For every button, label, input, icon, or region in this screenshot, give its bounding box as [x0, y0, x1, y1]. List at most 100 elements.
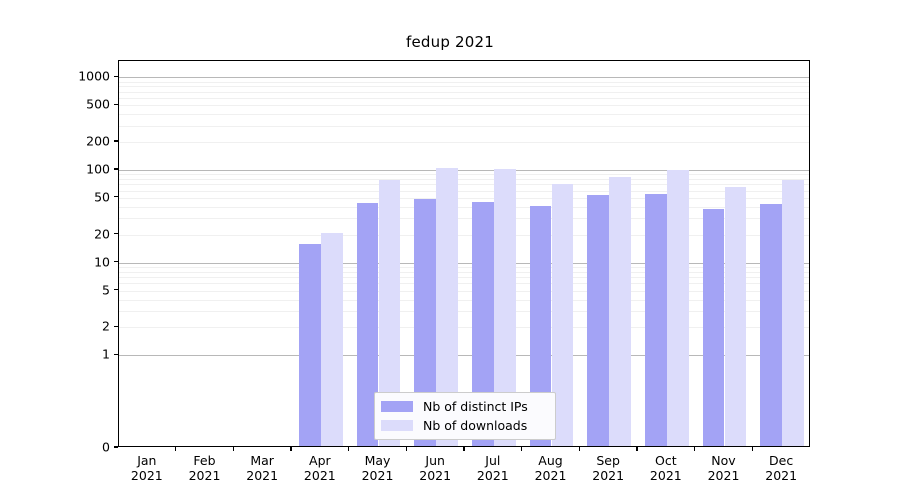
gridline-minor — [119, 125, 809, 127]
y-axis-tick-label: 1000 — [78, 68, 110, 84]
bar-downloads — [320, 232, 343, 446]
plot-area — [118, 60, 810, 447]
x-axis-tick-mark — [463, 447, 465, 451]
x-axis-tick-label: Aug 2021 — [534, 453, 567, 483]
chart-title: fedup 2021 — [405, 33, 494, 51]
legend-label-downloads: Nb of downloads — [423, 418, 528, 433]
y-axis-tick-mark — [114, 75, 118, 77]
y-axis-tick-mark — [114, 140, 118, 142]
gridline-minor — [119, 142, 809, 144]
x-axis-tick-mark — [348, 447, 350, 451]
y-axis-tick-label: 50 — [94, 189, 110, 205]
x-axis-tick-mark — [694, 447, 696, 451]
legend-swatch-downloads — [381, 420, 413, 431]
y-axis-tick-mark — [114, 325, 118, 328]
x-axis-tick-label: Nov 2021 — [707, 453, 740, 483]
x-axis-tick-label: Jul 2021 — [476, 453, 509, 483]
bar-distinct-ips — [356, 202, 379, 446]
gridline-minor — [119, 81, 809, 83]
bar-distinct-ips — [414, 199, 437, 446]
y-axis-tick-label: 20 — [94, 226, 110, 242]
gridline-minor — [119, 218, 809, 220]
gridline-minor — [119, 114, 809, 116]
y-axis-tick-labels: 0 1 2 5 10 20 50 100 200 500 1000 — [60, 0, 110, 500]
y-axis-tick-label: 5 — [102, 282, 110, 298]
x-axis-tick-mark — [751, 447, 753, 451]
x-axis-tick-mark — [636, 447, 638, 451]
gridline-minor — [119, 283, 809, 285]
gridline-minor — [119, 327, 809, 329]
bar-distinct-ips — [587, 195, 610, 446]
gridline-minor — [119, 97, 809, 99]
bar-distinct-ips — [529, 205, 552, 446]
x-axis-tick-label: Apr 2021 — [303, 453, 336, 483]
bar-downloads — [436, 168, 459, 446]
gridline-minor — [119, 266, 809, 268]
y-axis-tick-mark — [114, 288, 118, 291]
legend-label-distinct-ips: Nb of distinct IPs — [423, 399, 528, 414]
y-axis-tick-mark — [114, 446, 118, 448]
gridline-minor — [119, 105, 809, 107]
gridline-minor — [119, 184, 809, 186]
gridline-minor — [119, 190, 809, 192]
x-axis-tick-label: Feb 2021 — [188, 453, 221, 483]
gridline-minor — [119, 91, 809, 93]
gridline-minor — [119, 178, 809, 180]
y-axis-tick-mark — [114, 353, 118, 355]
x-axis-tick-label: Sep 2021 — [592, 453, 625, 483]
gridline-minor — [119, 234, 809, 236]
bar-distinct-ips — [644, 193, 667, 446]
x-axis-tick-label: May 2021 — [361, 453, 394, 483]
gridline-minor — [119, 299, 809, 301]
bar-distinct-ips — [471, 201, 494, 446]
bar-downloads — [782, 179, 805, 446]
y-axis-tick-mark — [114, 261, 118, 263]
legend-swatch-distinct-ips — [381, 401, 413, 412]
bar-distinct-ips — [760, 203, 783, 446]
y-axis-tick-mark — [114, 168, 118, 170]
y-axis-tick-label: 500 — [86, 96, 110, 112]
gridline-minor — [119, 290, 809, 292]
y-axis-tick-label: 0 — [102, 439, 110, 455]
bar-downloads — [493, 169, 516, 446]
legend-item-ips: Nb of distinct IPs — [381, 397, 549, 416]
x-axis-tick-label: Jun 2021 — [419, 453, 452, 483]
gridline-major — [119, 169, 809, 171]
x-axis-tick-mark — [405, 447, 407, 451]
gridline-major — [119, 262, 809, 264]
y-axis-tick-label: 200 — [86, 133, 110, 149]
y-axis-tick-label: 100 — [86, 161, 110, 177]
gridline-major — [119, 355, 809, 357]
bar-distinct-ips — [298, 244, 321, 446]
gridline-major — [119, 77, 809, 79]
x-axis-tick-mark — [232, 447, 234, 451]
legend-item-downloads: Nb of downloads — [381, 416, 549, 435]
gridline-minor — [119, 277, 809, 278]
gridline-minor — [119, 206, 809, 208]
y-axis-tick-label: 10 — [94, 254, 110, 270]
y-axis-tick-label: 1 — [102, 346, 110, 362]
bar-distinct-ips — [702, 209, 725, 446]
gridline-minor — [119, 197, 809, 199]
gridline-minor — [119, 311, 809, 313]
x-axis-tick-label: Jan 2021 — [130, 453, 163, 483]
x-axis-tick-mark — [290, 447, 292, 451]
x-axis-tick-mark — [175, 447, 177, 451]
gridline-minor — [119, 174, 809, 176]
bar-downloads — [609, 176, 632, 446]
chart-legend: Nb of distinct IPs Nb of downloads — [374, 392, 556, 440]
x-axis-tick-label: Mar 2021 — [246, 453, 279, 483]
bar-downloads — [551, 184, 574, 446]
bar-downloads — [724, 186, 747, 446]
bar-downloads — [666, 170, 689, 446]
y-axis-tick-label: 2 — [102, 318, 110, 334]
x-axis-tick-mark — [521, 447, 523, 451]
gridline-minor — [119, 86, 809, 88]
bar-downloads — [378, 179, 401, 446]
gridline-minor — [119, 271, 809, 273]
y-axis-tick-mark — [114, 103, 118, 105]
y-axis-tick-mark — [114, 233, 118, 235]
y-axis-tick-mark — [114, 196, 118, 198]
x-axis-tick-mark — [578, 447, 580, 451]
